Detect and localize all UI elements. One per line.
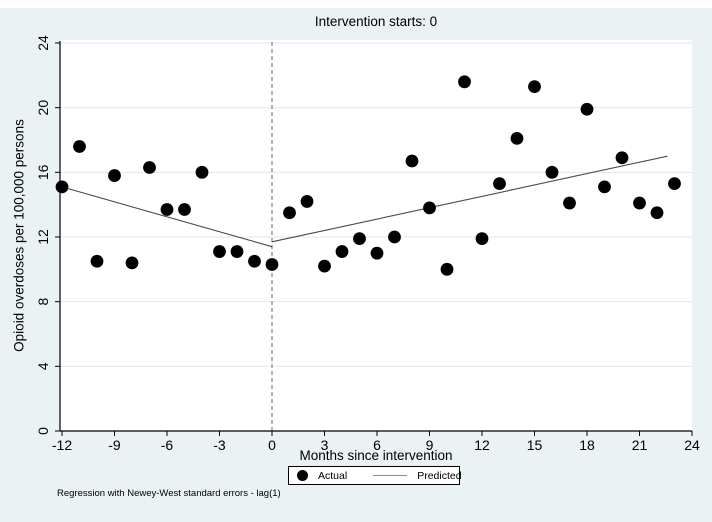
x-tick-label: -12 <box>52 437 72 453</box>
data-point <box>283 206 296 220</box>
data-point <box>388 230 401 244</box>
data-point <box>580 102 594 116</box>
data-point <box>353 232 366 246</box>
data-point <box>335 245 349 258</box>
x-tick-label: -6 <box>161 437 174 453</box>
legend-predicted-label: Predicted <box>417 469 462 482</box>
footnote-caption: Regression with Newey-West standard erro… <box>57 488 281 499</box>
predicted-line-segment <box>271 155 668 243</box>
y-axis-label: Opioid overdoses per 100,000 persons <box>11 119 27 352</box>
x-axis-label: Months since intervention <box>299 448 453 463</box>
x-tick-label: 0 <box>268 437 276 453</box>
data-point <box>528 80 541 94</box>
data-point <box>143 161 156 174</box>
y-tick-label: 24 <box>35 35 51 51</box>
x-tick-label: 12 <box>474 437 490 453</box>
actual-marker-icon <box>297 470 308 481</box>
x-tick-label: -3 <box>213 437 226 453</box>
data-point <box>405 154 419 168</box>
x-tick-label: 24 <box>684 437 700 453</box>
x-tick-label: 18 <box>579 437 595 453</box>
data-point <box>493 177 506 191</box>
x-tick-label: 21 <box>632 437 648 453</box>
data-point <box>545 165 559 179</box>
y-tick-label: 0 <box>35 427 51 435</box>
legend: Actual Predicted <box>288 466 462 485</box>
data-point <box>563 196 576 210</box>
data-point <box>510 131 524 145</box>
data-point <box>178 203 191 216</box>
y-tick-label: 20 <box>35 100 51 116</box>
data-point <box>265 258 279 271</box>
data-point <box>230 245 244 258</box>
data-point <box>213 245 226 258</box>
top-white-strip <box>0 0 712 8</box>
data-point <box>650 206 664 220</box>
data-point <box>73 140 86 153</box>
data-point <box>90 254 104 268</box>
predicted-line-icon <box>373 475 408 476</box>
x-tick-label: -9 <box>108 437 121 453</box>
data-point <box>248 254 261 268</box>
y-tick-label: 12 <box>35 229 51 245</box>
y-tick-label: 4 <box>35 362 51 370</box>
data-point <box>318 259 331 273</box>
x-tick-label: 3 <box>321 437 329 453</box>
data-point <box>475 232 489 246</box>
data-point <box>633 196 646 210</box>
data-point <box>108 169 121 182</box>
x-tick-label: 15 <box>527 437 543 453</box>
x-tick-label: 9 <box>426 437 434 453</box>
chart-title: Intervention starts: 0 <box>314 14 438 29</box>
data-point <box>125 256 139 270</box>
data-point <box>458 75 471 89</box>
data-point <box>370 246 384 260</box>
data-point <box>668 177 681 191</box>
data-point <box>160 203 174 216</box>
data-point <box>440 262 454 276</box>
data-point <box>55 180 69 194</box>
y-tick-label: 16 <box>35 164 51 180</box>
data-point <box>300 195 314 208</box>
data-point <box>615 151 629 165</box>
data-point <box>598 180 611 194</box>
data-point <box>423 201 436 215</box>
data-point <box>195 165 209 179</box>
predicted-line-segment <box>61 186 273 248</box>
y-tick-label: 8 <box>35 298 51 306</box>
x-tick-label: 6 <box>373 437 381 453</box>
legend-actual-label: Actual <box>318 469 348 482</box>
